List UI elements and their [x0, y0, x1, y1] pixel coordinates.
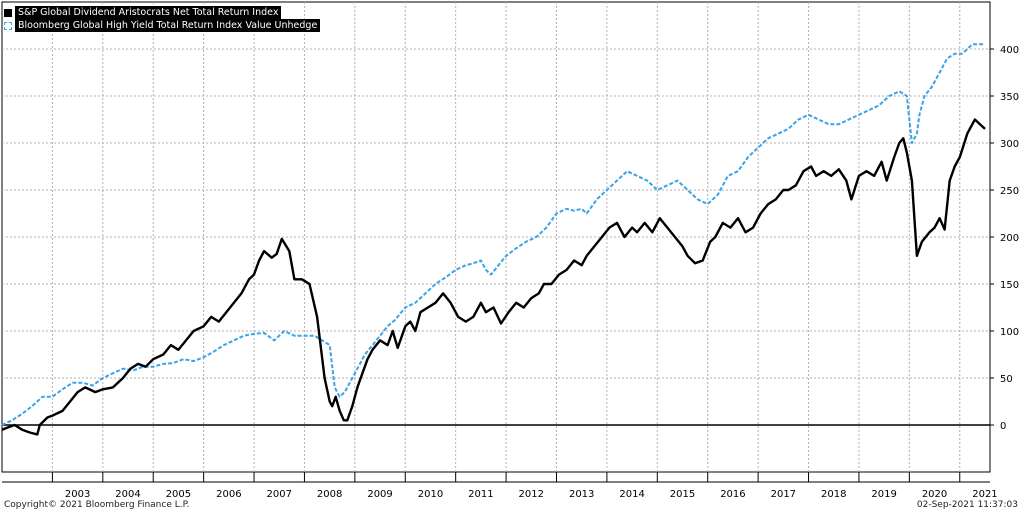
x-tick-label: 2012 — [519, 489, 544, 500]
x-tick-label: 2010 — [418, 489, 443, 500]
y-tick-label: 300 — [1000, 139, 1019, 150]
y-tick-label: 100 — [1000, 327, 1019, 338]
x-axis: 2003 2004 2005 2006 2007 2008 2009 2010 2011 2012… — [2, 472, 998, 500]
x-tick-label: 2016 — [720, 489, 745, 500]
x-tick-label: 2015 — [670, 489, 695, 500]
grid — [2, 2, 990, 472]
y-tick-label: 400 — [1000, 45, 1019, 56]
x-tick-label: 2021 — [972, 489, 997, 500]
legend-swatch-blue — [4, 21, 12, 30]
legend-swatch-black — [4, 8, 12, 17]
legend-label-series1: S&P Global Dividend Aristocrats Net Tota… — [15, 6, 282, 19]
y-tick-label: 150 — [1000, 280, 1019, 291]
series-line-high-yield — [1, 43, 985, 426]
copyright-text: Copyright© 2021 Bloomberg Finance L.P. — [4, 500, 190, 510]
x-tick-label: 2004 — [115, 489, 140, 500]
x-tick-label: 2003 — [65, 489, 90, 500]
x-tick-label: 2020 — [922, 489, 947, 500]
legend: S&P Global Dividend Aristocrats Net Tota… — [4, 6, 321, 32]
legend-label-series2: Bloomberg Global High Yield Total Return… — [15, 19, 321, 32]
y-tick-label: 250 — [1000, 186, 1019, 197]
x-tick-label: 2007 — [267, 489, 292, 500]
x-tick-label: 2009 — [367, 489, 392, 500]
legend-item-series2: Bloomberg Global High Yield Total Return… — [4, 19, 321, 32]
x-tick-label: 2018 — [821, 489, 846, 500]
x-tick-label: 2011 — [468, 489, 493, 500]
y-axis: 0 50 100 150 200 250 300 350 400 — [990, 45, 1019, 432]
x-tick-label: 2013 — [569, 489, 594, 500]
y-tick-label: 200 — [1000, 233, 1019, 244]
x-tick-label: 2014 — [619, 489, 644, 500]
y-tick-label: 350 — [1000, 92, 1019, 103]
x-tick-label: 2008 — [317, 489, 342, 500]
x-tick-label: 2019 — [871, 489, 896, 500]
timestamp-text: 02-Sep-2021 11:37:03 — [916, 500, 1018, 510]
legend-item-series1: S&P Global Dividend Aristocrats Net Tota… — [4, 6, 320, 19]
x-tick-label: 2006 — [216, 489, 241, 500]
series-line-dividend-aristocrats — [1, 118, 986, 436]
y-tick-label: 0 — [1000, 421, 1006, 432]
y-tick-label: 50 — [1000, 374, 1013, 385]
x-tick-label: 2005 — [166, 489, 191, 500]
series-lines — [1, 43, 986, 436]
x-tick-label: 2017 — [771, 489, 796, 500]
